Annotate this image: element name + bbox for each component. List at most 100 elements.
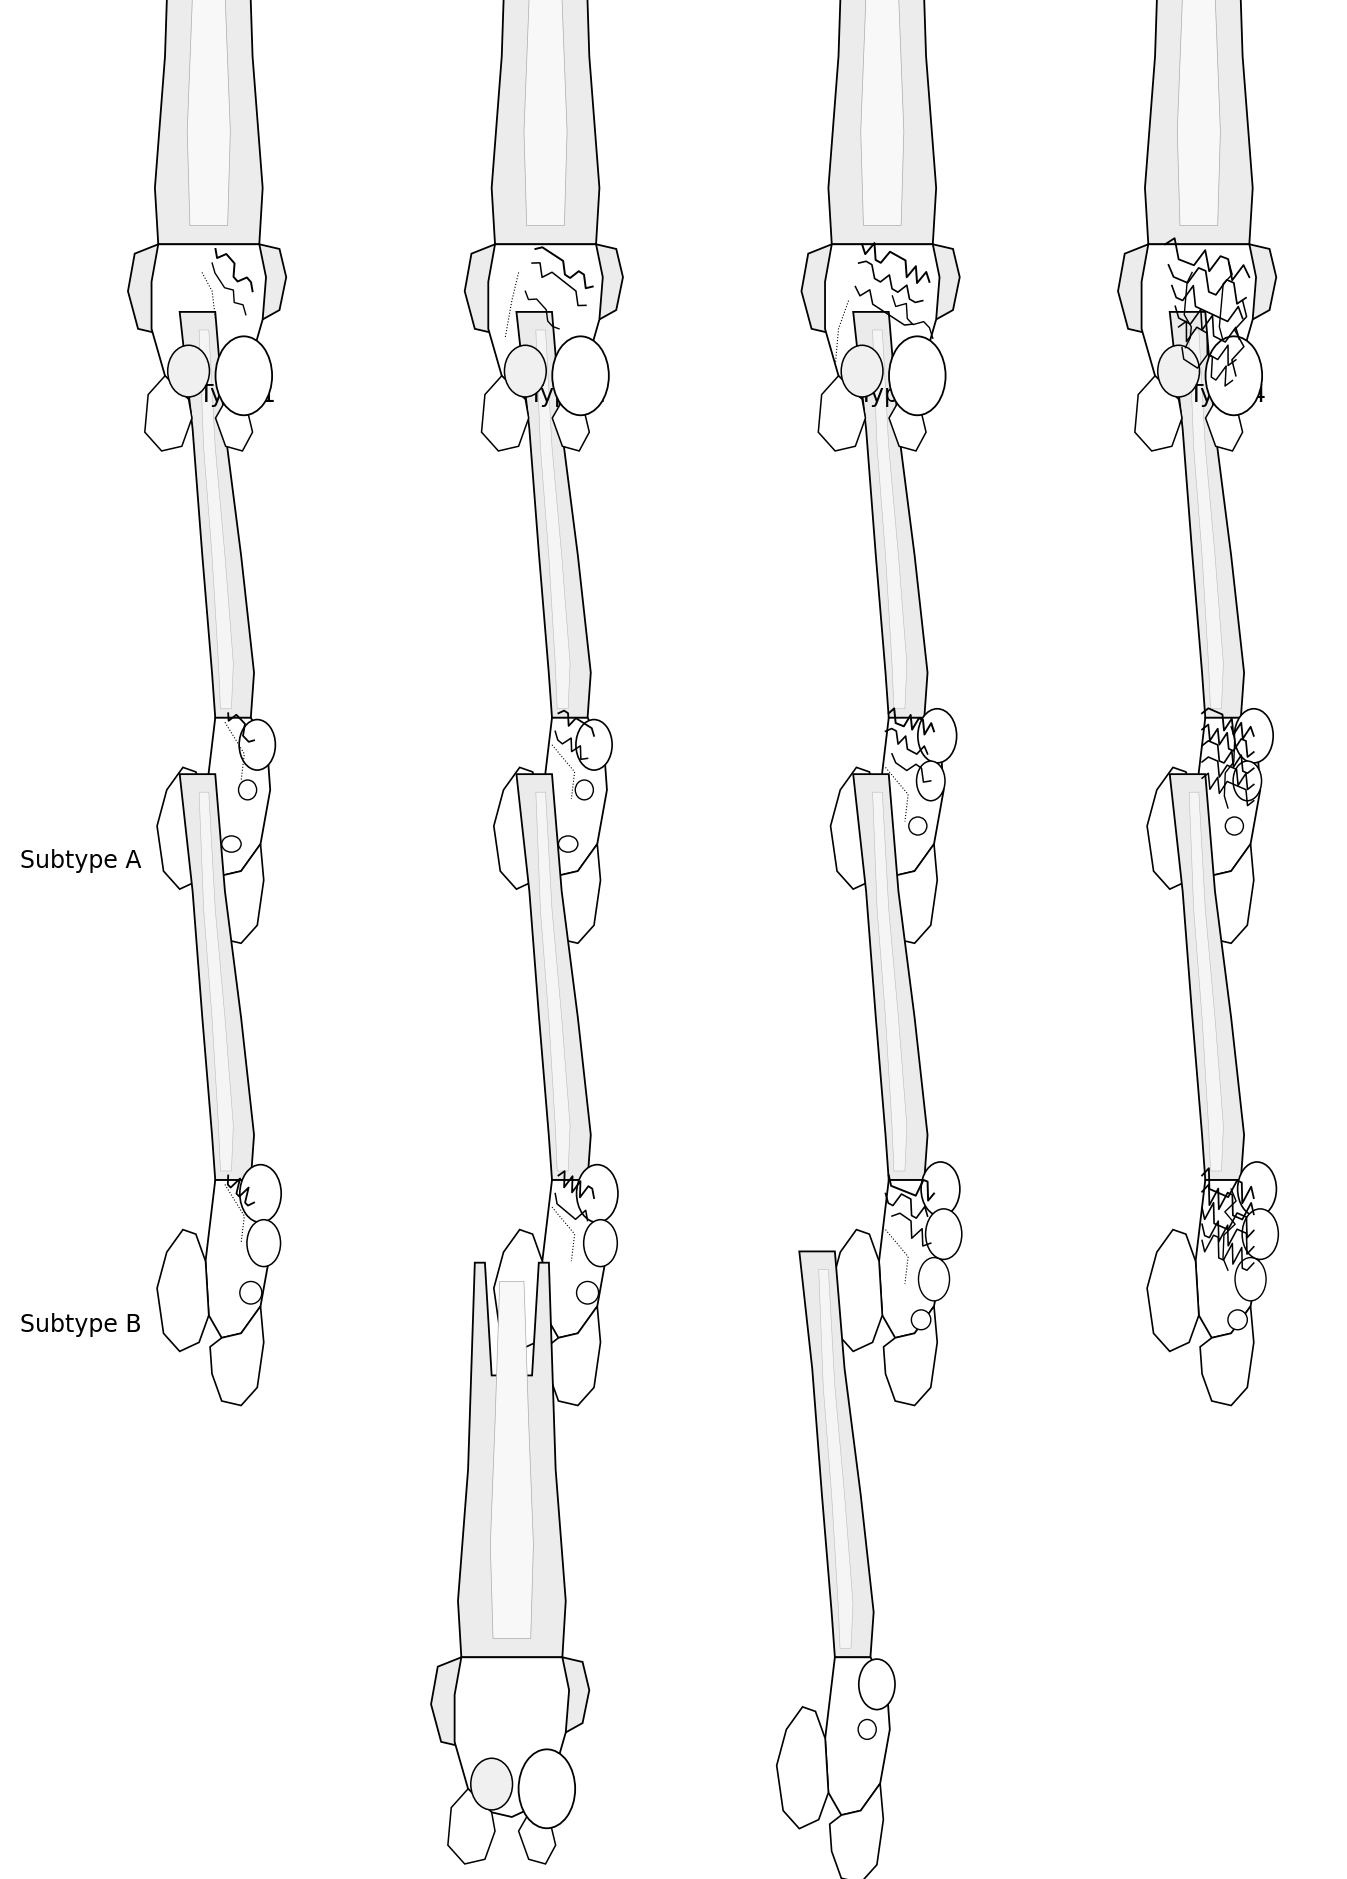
Polygon shape <box>547 1306 601 1405</box>
Ellipse shape <box>575 780 594 800</box>
Polygon shape <box>1189 331 1223 708</box>
Polygon shape <box>151 244 267 404</box>
Polygon shape <box>494 1229 546 1351</box>
Polygon shape <box>916 244 959 319</box>
Ellipse shape <box>577 1281 598 1304</box>
Polygon shape <box>552 395 590 451</box>
Circle shape <box>519 1749 575 1828</box>
Polygon shape <box>579 244 622 319</box>
Ellipse shape <box>505 346 547 396</box>
Circle shape <box>1233 761 1262 800</box>
Polygon shape <box>1200 844 1254 943</box>
Polygon shape <box>1148 1229 1199 1351</box>
Polygon shape <box>516 774 591 1180</box>
Polygon shape <box>536 331 570 708</box>
Circle shape <box>1242 1208 1278 1259</box>
Polygon shape <box>1206 395 1242 451</box>
Polygon shape <box>543 1180 607 1338</box>
Text: Type 2: Type 2 <box>529 383 606 406</box>
Polygon shape <box>536 793 570 1171</box>
Polygon shape <box>1196 1180 1261 1338</box>
Polygon shape <box>818 376 866 451</box>
Polygon shape <box>210 844 264 943</box>
Polygon shape <box>1233 244 1277 319</box>
Polygon shape <box>158 767 209 889</box>
Polygon shape <box>819 1270 853 1648</box>
Polygon shape <box>830 1783 884 1879</box>
Polygon shape <box>880 1180 944 1338</box>
Polygon shape <box>179 774 255 1180</box>
Ellipse shape <box>1228 1310 1247 1330</box>
Circle shape <box>583 1219 617 1266</box>
Polygon shape <box>873 793 907 1171</box>
Ellipse shape <box>912 1310 931 1330</box>
Polygon shape <box>216 395 253 451</box>
Polygon shape <box>199 793 233 1171</box>
Polygon shape <box>179 312 255 718</box>
Polygon shape <box>465 244 512 334</box>
Polygon shape <box>861 0 904 225</box>
Polygon shape <box>1145 0 1253 244</box>
Polygon shape <box>492 0 599 244</box>
Circle shape <box>577 720 612 770</box>
Ellipse shape <box>909 817 927 834</box>
Polygon shape <box>880 718 944 876</box>
Polygon shape <box>1200 1306 1254 1405</box>
Text: Subtype A: Subtype A <box>20 849 141 872</box>
Ellipse shape <box>559 836 578 853</box>
Circle shape <box>919 1257 950 1300</box>
Polygon shape <box>145 376 191 451</box>
Text: Type 3: Type 3 <box>859 383 936 406</box>
Polygon shape <box>206 718 271 876</box>
Circle shape <box>216 336 272 415</box>
Polygon shape <box>824 244 940 404</box>
Polygon shape <box>454 1657 568 1817</box>
Polygon shape <box>524 0 567 225</box>
Text: Subtype B: Subtype B <box>20 1313 141 1336</box>
Polygon shape <box>158 1229 209 1351</box>
Circle shape <box>916 761 946 800</box>
Ellipse shape <box>841 346 884 396</box>
Polygon shape <box>458 1263 566 1657</box>
Polygon shape <box>1177 0 1220 225</box>
Ellipse shape <box>238 780 257 800</box>
Polygon shape <box>801 244 849 334</box>
Polygon shape <box>831 1229 882 1351</box>
Polygon shape <box>777 1706 828 1828</box>
Circle shape <box>1235 1257 1266 1300</box>
Polygon shape <box>242 244 286 319</box>
Polygon shape <box>490 1281 533 1638</box>
Polygon shape <box>1118 244 1165 334</box>
Polygon shape <box>546 1657 590 1732</box>
Polygon shape <box>482 376 528 451</box>
Polygon shape <box>199 331 233 708</box>
Polygon shape <box>884 844 938 943</box>
Circle shape <box>889 336 946 415</box>
Polygon shape <box>547 844 601 943</box>
Ellipse shape <box>1157 346 1199 396</box>
Polygon shape <box>447 1789 496 1864</box>
Polygon shape <box>1134 376 1183 451</box>
Circle shape <box>925 1208 962 1259</box>
Polygon shape <box>494 767 546 889</box>
Text: Type 4: Type 4 <box>1189 383 1266 406</box>
Polygon shape <box>884 1306 938 1405</box>
Polygon shape <box>889 395 927 451</box>
Ellipse shape <box>470 1759 512 1809</box>
Ellipse shape <box>167 346 210 396</box>
Polygon shape <box>853 774 928 1180</box>
Polygon shape <box>206 1180 271 1338</box>
Circle shape <box>1238 1161 1277 1216</box>
Polygon shape <box>1141 244 1255 404</box>
Polygon shape <box>1148 767 1199 889</box>
Polygon shape <box>853 312 928 718</box>
Ellipse shape <box>240 1281 261 1304</box>
Polygon shape <box>873 331 907 708</box>
Polygon shape <box>1196 718 1261 876</box>
Polygon shape <box>1189 793 1223 1171</box>
Circle shape <box>921 1161 960 1216</box>
Polygon shape <box>431 1657 478 1747</box>
Polygon shape <box>516 312 591 718</box>
Polygon shape <box>799 1251 874 1657</box>
Polygon shape <box>1169 312 1245 718</box>
